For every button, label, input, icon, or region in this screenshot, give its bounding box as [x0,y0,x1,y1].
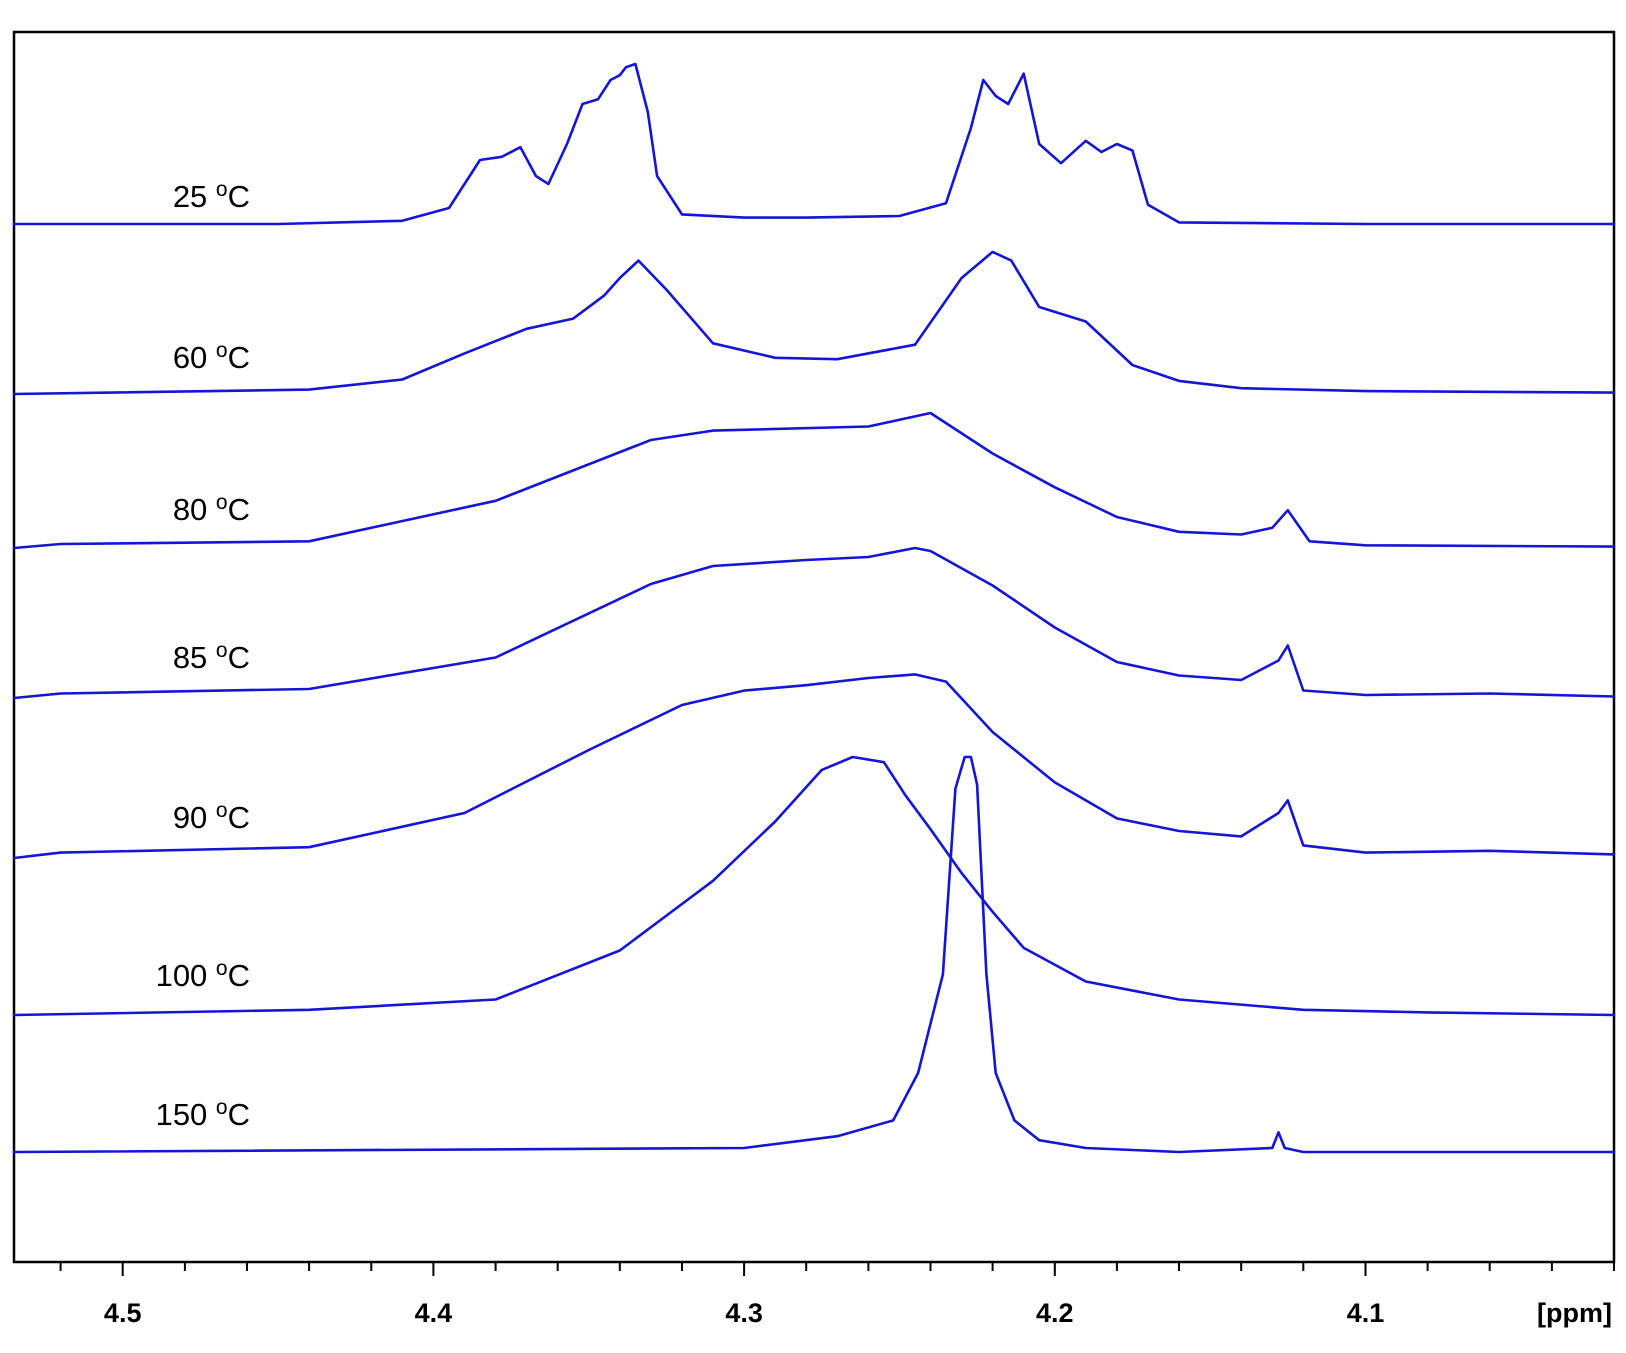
x-axis: 4.5 4.4 4.3 4.2 4.1 [59,1262,1615,1328]
spectrum-trace-60c [12,250,1616,396]
spectra-group [12,62,1616,1154]
spectrum-trace-80c [12,411,1616,550]
trace-labels-group: 25 oC 60 oC 80 oC 85 oC 90 oC 100 oC 150 oC [156,178,250,1132]
trace-label-90c: 90 oC [173,799,250,835]
spectrum-trace-85c [12,546,1616,700]
trace-label-100c: 100 oC [156,957,250,993]
plot-frame [12,30,1616,1264]
x-tick-label: 4.3 [725,1298,763,1328]
trace-label-85c: 85 oC [173,639,250,675]
x-tick-label: 4.1 [1347,1298,1385,1328]
spectrum-trace-25c [12,62,1616,226]
x-tick-label: 4.4 [415,1298,453,1328]
trace-label-25c: 25 oC [173,178,250,214]
spectrum-trace-90c [12,673,1616,860]
spectrum-trace-150c [12,755,1616,1154]
trace-label-80c: 80 oC [173,491,250,527]
x-tick-label: 4.2 [1036,1298,1074,1328]
x-tick-label: 4.5 [104,1298,142,1328]
x-axis-unit-label: [ppm] [1537,1298,1612,1328]
trace-label-60c: 60 oC [173,339,250,375]
spectrum-trace-100c [12,755,1616,1017]
trace-label-150c: 150 oC [156,1096,250,1132]
